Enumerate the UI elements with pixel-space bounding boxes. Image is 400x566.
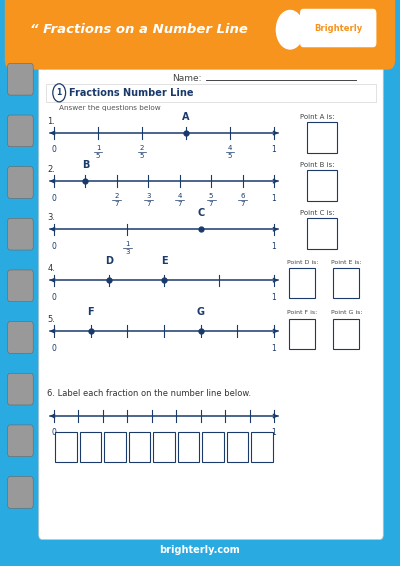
Text: C: C [197, 208, 204, 218]
FancyBboxPatch shape [8, 321, 33, 353]
Text: B: B [82, 160, 89, 170]
Text: 5: 5 [209, 193, 213, 199]
Text: brighterly.com: brighterly.com [160, 545, 240, 555]
FancyBboxPatch shape [8, 477, 33, 508]
Text: 2.: 2. [47, 165, 55, 174]
Bar [307, 218, 337, 249]
Bar [289, 319, 315, 349]
FancyBboxPatch shape [46, 84, 376, 102]
Text: 7: 7 [115, 201, 119, 207]
Text: 1: 1 [272, 145, 276, 155]
Text: 7: 7 [178, 201, 182, 207]
Text: Name:: Name: [172, 74, 202, 83]
Text: Fractions Number Line: Fractions Number Line [69, 88, 193, 98]
Bar [289, 268, 315, 298]
Text: 0: 0 [52, 242, 56, 251]
Text: Point G is:: Point G is: [331, 311, 362, 315]
Text: 1: 1 [125, 241, 130, 247]
Bar [333, 268, 359, 298]
Text: 4: 4 [178, 193, 182, 199]
Bar [333, 319, 359, 349]
Text: 6: 6 [240, 193, 245, 199]
Text: 7: 7 [209, 201, 213, 207]
Text: 0: 0 [52, 344, 56, 353]
Text: 2: 2 [140, 145, 144, 151]
Bar [307, 122, 337, 153]
Text: A: A [182, 112, 190, 122]
Bar [80, 432, 102, 462]
FancyBboxPatch shape [8, 374, 33, 405]
Text: 1: 1 [272, 344, 276, 353]
FancyBboxPatch shape [8, 425, 33, 457]
Bar [104, 432, 126, 462]
Bar [226, 432, 248, 462]
Circle shape [53, 84, 66, 102]
Text: 7: 7 [240, 201, 245, 207]
Text: Point B is:: Point B is: [300, 162, 335, 168]
Text: G: G [197, 307, 205, 318]
Text: 0: 0 [52, 293, 56, 302]
Bar [251, 432, 272, 462]
FancyBboxPatch shape [8, 166, 33, 199]
Text: 1.: 1. [47, 117, 55, 126]
Bar [56, 432, 77, 462]
Bar [153, 432, 175, 462]
Text: 4: 4 [228, 145, 232, 151]
Text: F: F [87, 307, 94, 318]
FancyBboxPatch shape [5, 0, 395, 70]
FancyBboxPatch shape [300, 9, 376, 47]
Text: Brighterly: Brighterly [314, 24, 362, 33]
Bar [178, 432, 199, 462]
Text: Point D is:: Point D is: [287, 260, 318, 264]
Text: 5.: 5. [47, 315, 55, 324]
Text: 0: 0 [52, 428, 56, 438]
Text: 1: 1 [272, 293, 276, 302]
Text: 1: 1 [56, 88, 62, 97]
Text: 5: 5 [96, 153, 100, 159]
Text: 3.: 3. [47, 213, 55, 222]
Text: 5: 5 [228, 153, 232, 159]
Text: 5: 5 [140, 153, 144, 159]
Text: “ Fractions on a Number Line: “ Fractions on a Number Line [30, 23, 248, 36]
FancyBboxPatch shape [8, 218, 33, 250]
Text: 1: 1 [272, 194, 276, 203]
FancyBboxPatch shape [39, 58, 383, 539]
Text: 3: 3 [125, 250, 130, 255]
Text: 0: 0 [52, 145, 56, 155]
Text: Answer the questions below: Answer the questions below [59, 105, 161, 110]
Bar [202, 432, 224, 462]
Text: Point E is:: Point E is: [331, 260, 361, 264]
Text: 3: 3 [146, 193, 150, 199]
Text: 1: 1 [96, 145, 100, 151]
Text: 6. Label each fraction on the number line below.: 6. Label each fraction on the number lin… [47, 389, 251, 398]
Text: 0: 0 [52, 194, 56, 203]
Text: 7: 7 [146, 201, 150, 207]
Bar [129, 432, 150, 462]
Text: Point A is:: Point A is: [300, 114, 335, 120]
Text: D: D [105, 256, 113, 267]
Text: 1: 1 [272, 242, 276, 251]
FancyBboxPatch shape [8, 270, 33, 302]
Text: 2: 2 [115, 193, 119, 199]
Circle shape [276, 11, 304, 49]
Text: E: E [161, 256, 167, 267]
Text: 4.: 4. [47, 264, 55, 273]
Bar [307, 170, 337, 201]
FancyBboxPatch shape [8, 63, 33, 95]
FancyBboxPatch shape [8, 115, 33, 147]
Text: Point F is:: Point F is: [287, 311, 317, 315]
Text: 1: 1 [272, 428, 276, 438]
Text: Point C is:: Point C is: [300, 211, 335, 216]
